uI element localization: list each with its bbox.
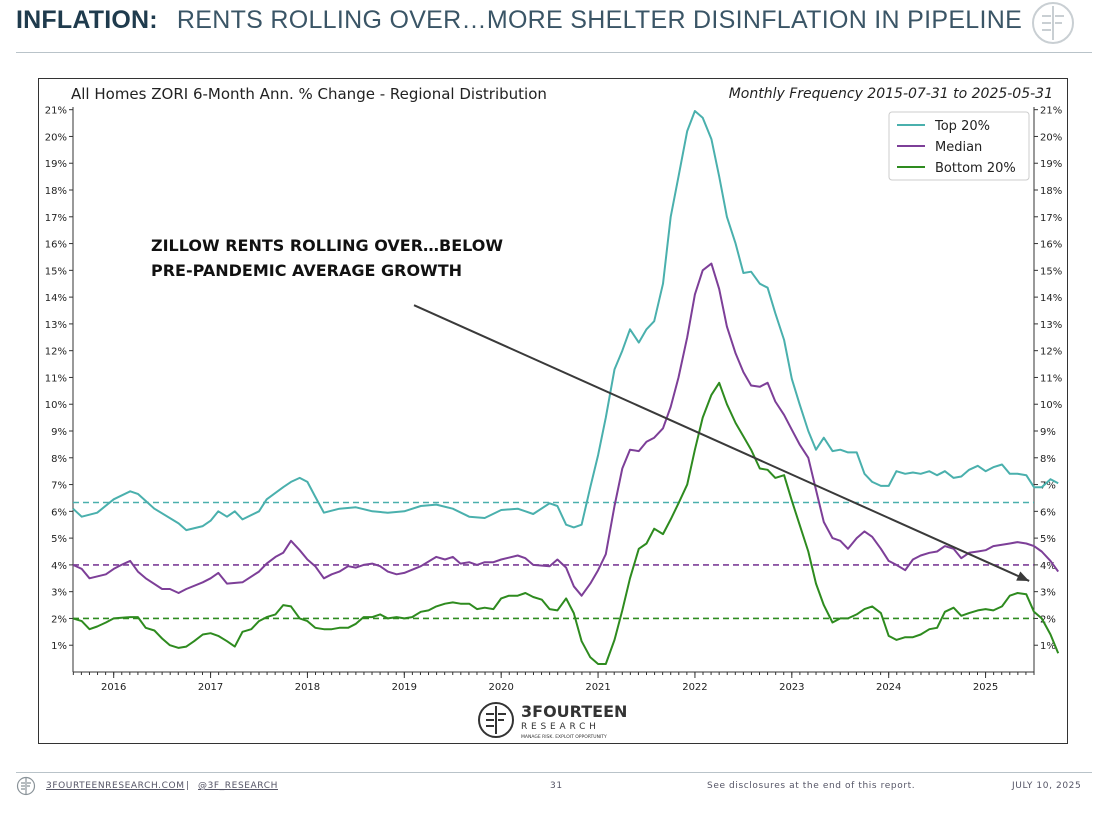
legend-box	[888, 111, 1030, 181]
y-tick-label-left: 17%	[45, 213, 67, 224]
footer-disclosure: See disclosures at the end of this repor…	[707, 781, 916, 791]
y-tick-label-left: 7%	[51, 481, 67, 492]
y-tick-label-left: 9%	[51, 427, 67, 438]
y-tick-label-left: 11%	[45, 373, 67, 384]
page-header: INFLATION: RENTS ROLLING OVER…MORE SHELT…	[16, 6, 1022, 40]
footer-site-link[interactable]: 3FOURTEENRESEARCH.COM	[46, 781, 185, 791]
x-tick-label: 2023	[779, 682, 804, 693]
annotation-line-2: PRE-PANDEMIC AVERAGE GROWTH	[151, 261, 462, 280]
y-tick-label-left: 19%	[45, 159, 67, 170]
y-tick-label-right: 3%	[1040, 588, 1056, 599]
y-tick-label-left: 1%	[51, 641, 67, 652]
y-tick-label-right: 8%	[1040, 454, 1056, 465]
chart: 1% 1% 2% 2% 3% 3% 4% 4% 5% 5% 6% 6% 7% 7% 8% 8% 9% 9% 10% 1…	[45, 85, 1062, 740]
series-line-median	[72, 262, 1060, 597]
y-tick-label-left: 3%	[51, 588, 67, 599]
legend-label-top: Top 20%	[934, 119, 990, 134]
x-tick-label: 2017	[198, 682, 223, 693]
y-tick-label-right: 2%	[1040, 614, 1056, 625]
x-tick-label: 2016	[101, 682, 126, 693]
legend-label-median: Median	[935, 140, 982, 155]
watermark-logo-icon	[478, 702, 514, 738]
y-tick-label-left: 13%	[45, 320, 67, 331]
header-topic: INFLATION:	[16, 6, 158, 34]
series-line-bottom-20	[72, 381, 1060, 665]
footer-handle-link[interactable]: @3F_RESEARCH	[198, 781, 278, 791]
x-tick-label: 2018	[295, 682, 320, 693]
y-tick-label-right: 21%	[1040, 106, 1062, 117]
annotation-arrowhead	[1016, 571, 1030, 581]
watermark-logo-bars	[486, 713, 506, 727]
y-tick-label-left: 6%	[51, 507, 67, 518]
y-tick-label-right: 17%	[1040, 213, 1062, 224]
y-tick-label-right: 19%	[1040, 159, 1062, 170]
y-tick-label-right: 6%	[1040, 507, 1056, 518]
footer-date: JULY 10, 2025	[1012, 781, 1082, 791]
annotation: ZILLOW RENTS ROLLING OVER…BELOW PRE-PAND…	[151, 236, 503, 280]
y-tick-label-right: 16%	[1040, 240, 1062, 251]
y-tick-label-left: 21%	[45, 106, 67, 117]
footer-divider	[16, 772, 1092, 773]
x-tick-label: 2019	[392, 682, 417, 693]
y-tick-label-left: 2%	[51, 614, 67, 625]
footer-logo-icon	[16, 776, 36, 796]
y-tick-label-left: 12%	[45, 347, 67, 358]
axes: 1% 1% 2% 2% 3% 3% 4% 4% 5% 5% 6% 6% 7% 7% 8% 8% 9% 9% 10% 1…	[45, 106, 1062, 693]
x-tick-label: 2020	[488, 682, 513, 693]
header-title: RENTS ROLLING OVER…MORE SHELTER DISINFLA…	[176, 6, 1023, 34]
y-tick-label-left: 10%	[45, 400, 67, 411]
header-divider	[16, 52, 1092, 53]
x-tick-label: 2021	[585, 682, 610, 693]
x-tick-label: 2024	[876, 682, 901, 693]
chart-legend: Top 20% Median Bottom 20%	[888, 111, 1030, 181]
y-tick-label-left: 15%	[45, 266, 67, 277]
annotation-arrow	[413, 304, 1030, 582]
y-tick-label-right: 5%	[1040, 534, 1056, 545]
y-tick-label-right: 9%	[1040, 427, 1056, 438]
y-tick-label-left: 4%	[51, 561, 67, 572]
chart-frame: 1% 1% 2% 2% 3% 3% 4% 4% 5% 5% 6% 6% 7% 7% 8% 8% 9% 9% 10% 1…	[38, 78, 1068, 744]
brand-logo-icon	[1032, 2, 1074, 44]
y-tick-label-left: 8%	[51, 454, 67, 465]
series-group	[72, 110, 1060, 665]
x-tick-label: 2022	[682, 682, 707, 693]
watermark: 3FOURTEEN RESEARCH MANAGE RISK. EXPLOIT …	[478, 702, 627, 740]
y-tick-label-left: 20%	[45, 132, 67, 143]
footer-separator: |	[186, 781, 190, 791]
chart-subtitle: Monthly Frequency 2015-07-31 to 2025-05-…	[729, 86, 1053, 102]
y-tick-label-left: 16%	[45, 240, 67, 251]
y-tick-label-right: 20%	[1040, 132, 1062, 143]
y-tick-label-right: 14%	[1040, 293, 1062, 304]
series-line-top-20	[72, 110, 1059, 532]
watermark-sub: RESEARCH	[521, 722, 600, 732]
legend-label-bottom: Bottom 20%	[935, 161, 1016, 176]
y-tick-label-right: 15%	[1040, 266, 1062, 277]
y-tick-label-right: 4%	[1040, 561, 1056, 572]
chart-title: All Homes ZORI 6-Month Ann. % Change - R…	[71, 85, 547, 103]
y-tick-label-left: 18%	[45, 186, 67, 197]
watermark-brand: 3FOURTEEN	[521, 702, 627, 721]
y-tick-label-right: 10%	[1040, 400, 1062, 411]
watermark-tagline: MANAGE RISK. EXPLOIT OPPORTUNITY	[521, 734, 607, 740]
y-tick-label-left: 5%	[51, 534, 67, 545]
y-tick-label-right: 13%	[1040, 320, 1062, 331]
y-tick-label-right: 7%	[1040, 481, 1056, 492]
y-tick-label-right: 11%	[1040, 373, 1062, 384]
annotation-line-1: ZILLOW RENTS ROLLING OVER…BELOW	[151, 236, 503, 255]
y-tick-label-left: 14%	[45, 293, 67, 304]
y-tick-label-right: 12%	[1040, 347, 1062, 358]
y-tick-label-right: 1%	[1040, 641, 1056, 652]
y-tick-label-right: 18%	[1040, 186, 1062, 197]
footer-page-number: 31	[550, 781, 563, 791]
x-tick-label: 2025	[973, 682, 998, 693]
